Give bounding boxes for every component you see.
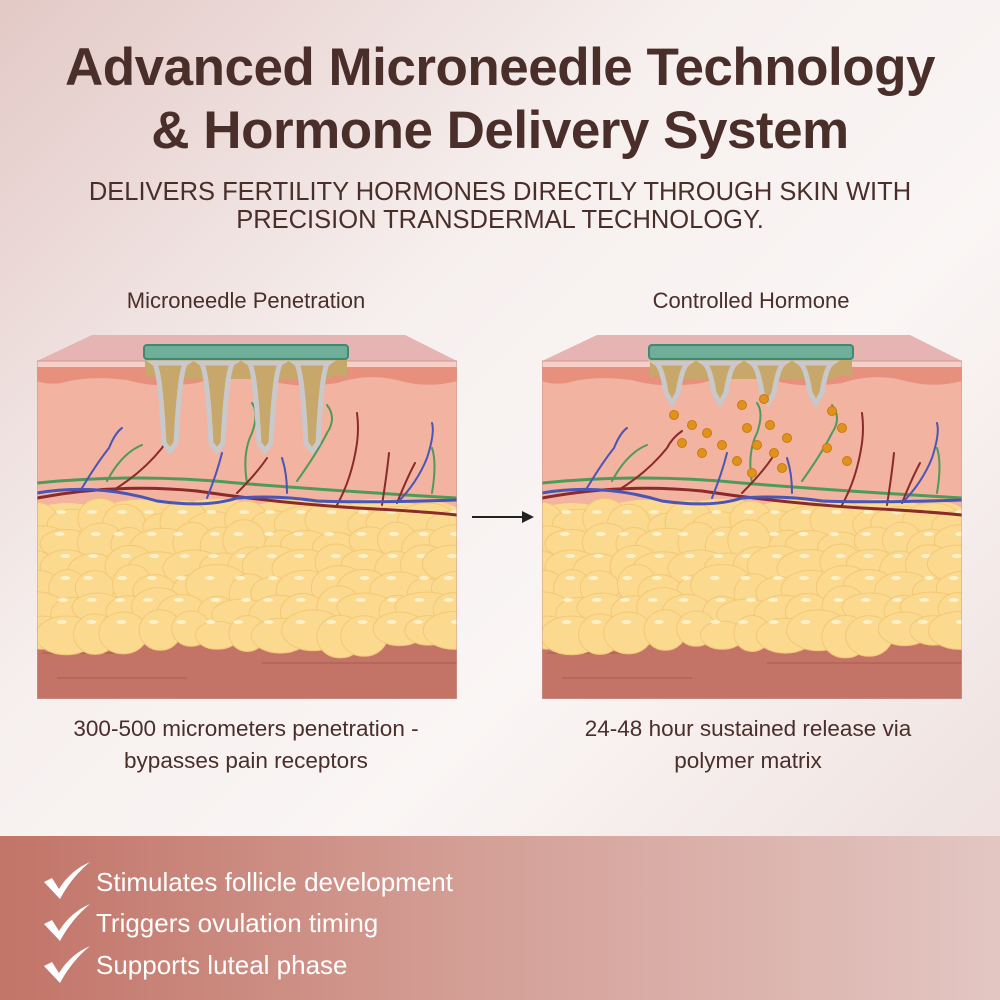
subtitle: DELIVERS FERTILITY HORMONES DIRECTLY THR… (0, 178, 1000, 234)
subtitle-line-1: DELIVERS FERTILITY HORMONES DIRECTLY THR… (88, 178, 912, 206)
caption-release: 24-48 hour sustained release via polymer… (518, 713, 978, 777)
skin-diagram-penetration (4, 333, 494, 700)
hormone-particle (822, 443, 832, 453)
caption-penetration: 300-500 micrometers penetration - bypass… (16, 713, 476, 777)
microneedle (791, 360, 841, 408)
hormone-particle (769, 448, 779, 458)
hormone-particle (687, 420, 697, 430)
page-title: Advanced Microneedle Technology & Hormon… (0, 36, 1000, 162)
hormone-particle (765, 420, 775, 430)
panel-label-penetration: Microneedle Penetration (126, 288, 366, 313)
title-line-1: Advanced Microneedle Technology (65, 38, 935, 97)
caption-line: polymer matrix (674, 748, 822, 773)
skin-diagram-release (509, 333, 999, 700)
hormone-particle (732, 456, 742, 466)
hormone-particle (842, 456, 852, 466)
hormone-particle (742, 423, 752, 433)
microneedle (695, 360, 745, 408)
hormone-particle (669, 410, 679, 420)
microneedle (145, 360, 195, 456)
benefit-item: Supports luteal phase (96, 950, 348, 980)
hormone-particle (782, 433, 792, 443)
caption-line: 24-48 hour sustained release via (584, 716, 912, 741)
subtitle-line-2: PRECISION TRANSDERMAL TECHNOLOGY. (236, 206, 764, 234)
checkmark-icon (44, 904, 90, 941)
title-line-2: & Hormone Delivery System (151, 101, 849, 160)
caption-line: 300-500 micrometers penetration - (73, 716, 419, 741)
microneedle (240, 360, 290, 456)
hormone-particle (677, 438, 687, 448)
hormone-particle (827, 406, 837, 416)
caption-line: bypasses pain receptors (124, 748, 368, 773)
checkmark-icon (44, 946, 90, 983)
hormone-particle (737, 400, 747, 410)
hormone-particle (702, 428, 712, 438)
panel-label-release: Controlled Hormone (652, 288, 850, 313)
hormone-particle (697, 448, 707, 458)
arrow-right-icon (472, 511, 534, 523)
benefit-item: Triggers ovulation timing (96, 908, 379, 938)
hormone-particle (777, 463, 787, 473)
microneedle (192, 360, 242, 456)
benefit-item: Stimulates follicle development (96, 867, 453, 897)
microneedle-patch (143, 344, 349, 360)
checkmark-icon (44, 862, 90, 899)
hormone-particle (717, 440, 727, 450)
microneedle (743, 360, 793, 408)
microneedle (287, 360, 337, 456)
benefits-band: Stimulates follicle development Triggers… (0, 836, 1000, 1000)
hormone-particle (759, 394, 769, 404)
microneedle (647, 360, 697, 408)
hormone-particle (837, 423, 847, 433)
hormone-particle (752, 440, 762, 450)
hormone-particle (747, 468, 757, 478)
microneedle-patch (648, 344, 854, 360)
